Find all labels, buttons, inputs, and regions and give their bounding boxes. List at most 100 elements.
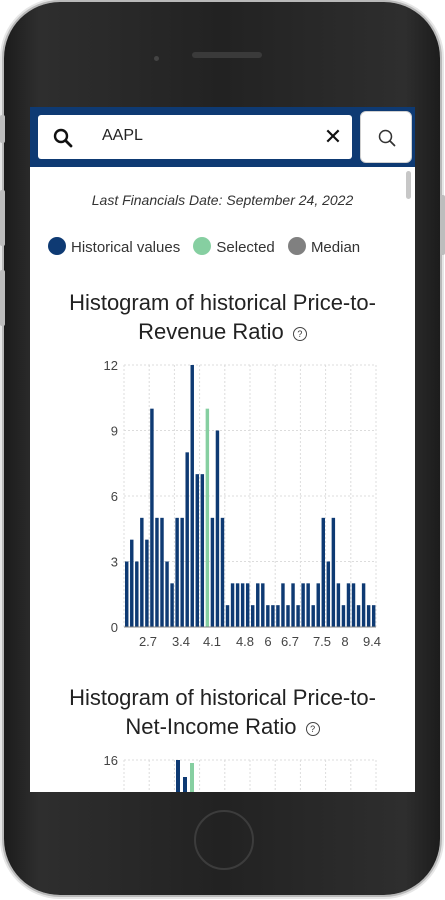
x-tick-label: 8 xyxy=(341,634,348,649)
histogram-bar xyxy=(286,605,290,627)
histogram-bar xyxy=(326,561,331,627)
histogram-bar xyxy=(296,605,300,627)
y-tick-label: 6 xyxy=(111,489,118,504)
histogram-bar xyxy=(256,583,260,627)
histogram-bar xyxy=(351,583,356,627)
chart1-title-line2: Revenue Ratio xyxy=(138,319,284,344)
histogram-bar xyxy=(276,605,280,627)
histogram-bar xyxy=(183,777,187,792)
histogram-bar xyxy=(225,605,230,627)
volume-down-button xyxy=(0,270,5,326)
histogram-bar xyxy=(135,561,139,627)
help-icon[interactable]: ? xyxy=(292,327,307,341)
camera-dot xyxy=(154,56,159,61)
legend-swatch-median xyxy=(287,237,306,255)
histogram-bar xyxy=(301,583,305,627)
volume-up-button xyxy=(0,190,5,246)
histogram-bar xyxy=(341,605,346,627)
histogram-bar xyxy=(261,583,265,627)
histogram-bar xyxy=(130,539,134,627)
y-tick-label: 16 xyxy=(104,753,118,768)
histogram-bar xyxy=(140,517,144,627)
x-tick-label: 2.7 xyxy=(139,634,157,649)
histogram-bar xyxy=(165,561,169,627)
histogram-bar xyxy=(150,408,154,627)
search-icon xyxy=(378,129,396,147)
x-tick-label: 7.5 xyxy=(313,634,331,649)
histogram-bar xyxy=(291,583,295,627)
legend-item-historical: Historical values xyxy=(48,237,180,256)
histogram-bar xyxy=(195,474,199,627)
search-input[interactable]: AAPL ✕ xyxy=(38,115,352,159)
histogram-bar xyxy=(125,561,129,627)
y-tick-label: 12 xyxy=(104,358,118,373)
histogram-bar xyxy=(356,605,361,627)
price-to-net-income-histogram: 16 xyxy=(104,753,377,792)
chart2-title: Histogram of historical Price-to- Net-In… xyxy=(30,683,415,741)
speaker-slot xyxy=(192,52,262,58)
histogram-bar xyxy=(306,583,310,627)
histogram-bar xyxy=(155,517,159,627)
legend-label-historical: Historical values xyxy=(71,239,181,256)
chart1-title-line1: Histogram of historical Price-to- xyxy=(69,290,376,315)
histogram-bar xyxy=(271,605,275,627)
scrollbar-thumb[interactable] xyxy=(406,171,411,199)
histogram-bar xyxy=(346,583,351,627)
histogram-bar xyxy=(321,517,325,627)
histogram-bar xyxy=(336,583,341,627)
legend-label-median: Median xyxy=(310,239,361,256)
histogram-bar xyxy=(176,760,180,792)
y-tick-label: 9 xyxy=(111,424,118,439)
histogram-bar xyxy=(230,583,235,627)
histogram-bar xyxy=(251,605,255,627)
histogram-bar xyxy=(316,583,320,627)
chart2-title-line2: Net-Income Ratio xyxy=(125,714,297,739)
histogram-bar xyxy=(240,583,245,627)
y-tick-label: 3 xyxy=(111,555,118,570)
x-tick-label: 9.4 xyxy=(363,634,381,649)
histogram-bar-selected xyxy=(205,408,210,627)
x-tick-label: 4.8 xyxy=(236,634,254,649)
price-to-revenue-histogram: 0 3 6 9 12 2.7 3.4 4.1 4.8 6 6.7 7.5 8 9.4 xyxy=(104,358,382,649)
histogram-bar xyxy=(331,517,336,627)
histogram-bar xyxy=(245,583,250,627)
x-tick-label: 6 xyxy=(264,634,271,649)
search-button[interactable] xyxy=(360,111,412,163)
app-screen: AAPL ✕ Last Financials Date: September 2… xyxy=(30,107,415,792)
histogram-bar xyxy=(361,583,366,627)
histogram-bar xyxy=(170,583,174,627)
legend-item-selected: Selected xyxy=(193,237,275,256)
close-icon[interactable]: ✕ xyxy=(323,124,343,149)
histogram-bar xyxy=(210,517,215,627)
histogram-bar xyxy=(281,583,285,627)
legend-item-median: Median xyxy=(287,237,361,256)
chart1-title: Histogram of historical Price-to- Revenu… xyxy=(30,288,415,346)
x-tick-label: 6.7 xyxy=(281,634,299,649)
histogram-bar-selected xyxy=(190,763,194,792)
histogram-bar xyxy=(371,605,376,627)
histogram-bar xyxy=(311,605,315,627)
histogram-bar xyxy=(145,539,149,627)
legend-swatch-historical xyxy=(48,237,66,255)
chart-legend: Historical values Selected Median xyxy=(48,237,369,256)
search-bar: AAPL ✕ xyxy=(30,107,415,167)
x-tick-label: 4.1 xyxy=(203,634,221,649)
power-button xyxy=(440,195,445,255)
histogram-bar xyxy=(185,452,189,627)
histogram-bar xyxy=(220,517,225,627)
histogram-bar xyxy=(200,474,205,627)
legend-label-selected: Selected xyxy=(216,239,275,256)
y-tick-label: 0 xyxy=(111,620,118,635)
histogram-bar xyxy=(215,430,220,627)
histogram-bar xyxy=(366,605,371,627)
last-financials-date: Last Financials Date: September 24, 2022 xyxy=(91,192,354,208)
legend-swatch-selected xyxy=(193,237,212,255)
home-button[interactable] xyxy=(194,810,254,870)
chart2-title-line1: Histogram of historical Price-to- xyxy=(69,685,376,710)
histogram-bar xyxy=(175,517,179,627)
histogram-bar xyxy=(180,517,184,627)
histogram-bar xyxy=(235,583,240,627)
help-icon[interactable]: ? xyxy=(305,722,320,736)
histogram-bar xyxy=(190,365,194,627)
x-tick-label: 3.4 xyxy=(172,634,190,649)
